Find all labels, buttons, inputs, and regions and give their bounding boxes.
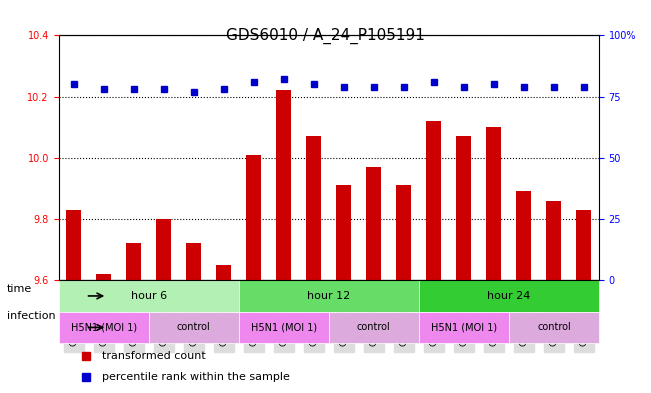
Text: H5N1 (MOI 1): H5N1 (MOI 1)	[251, 322, 317, 332]
Bar	[66, 210, 81, 280]
Text: hour 6: hour 6	[131, 291, 167, 301]
Text: hour 24: hour 24	[487, 291, 531, 301]
Text: control: control	[357, 322, 391, 332]
Bar	[126, 244, 141, 280]
FancyBboxPatch shape	[419, 280, 599, 312]
Bar	[216, 265, 231, 280]
Bar	[396, 185, 411, 280]
FancyBboxPatch shape	[509, 312, 599, 343]
Text: percentile rank within the sample: percentile rank within the sample	[102, 372, 290, 382]
Text: infection: infection	[7, 311, 55, 321]
Bar	[426, 121, 441, 280]
FancyBboxPatch shape	[239, 280, 419, 312]
FancyBboxPatch shape	[59, 312, 148, 343]
Bar	[96, 274, 111, 280]
Bar	[186, 244, 201, 280]
Text: time: time	[7, 284, 32, 294]
Bar	[276, 90, 291, 280]
Bar	[456, 136, 471, 280]
Bar	[367, 167, 381, 280]
Bar	[546, 201, 561, 280]
Bar	[306, 136, 321, 280]
Text: control: control	[177, 322, 210, 332]
FancyBboxPatch shape	[59, 280, 239, 312]
Text: control: control	[537, 322, 571, 332]
Text: GDS6010 / A_24_P105191: GDS6010 / A_24_P105191	[226, 28, 425, 44]
FancyBboxPatch shape	[239, 312, 329, 343]
Bar	[486, 127, 501, 280]
Bar	[246, 155, 261, 280]
Bar	[337, 185, 352, 280]
FancyBboxPatch shape	[419, 312, 509, 343]
Bar	[516, 191, 531, 280]
Bar	[576, 210, 591, 280]
Text: H5N1 (MOI 1): H5N1 (MOI 1)	[431, 322, 497, 332]
Text: transformed count: transformed count	[102, 351, 206, 361]
FancyBboxPatch shape	[329, 312, 419, 343]
Text: hour 12: hour 12	[307, 291, 350, 301]
FancyBboxPatch shape	[148, 312, 239, 343]
Text: H5N1 (MOI 1): H5N1 (MOI 1)	[70, 322, 137, 332]
Bar	[156, 219, 171, 280]
